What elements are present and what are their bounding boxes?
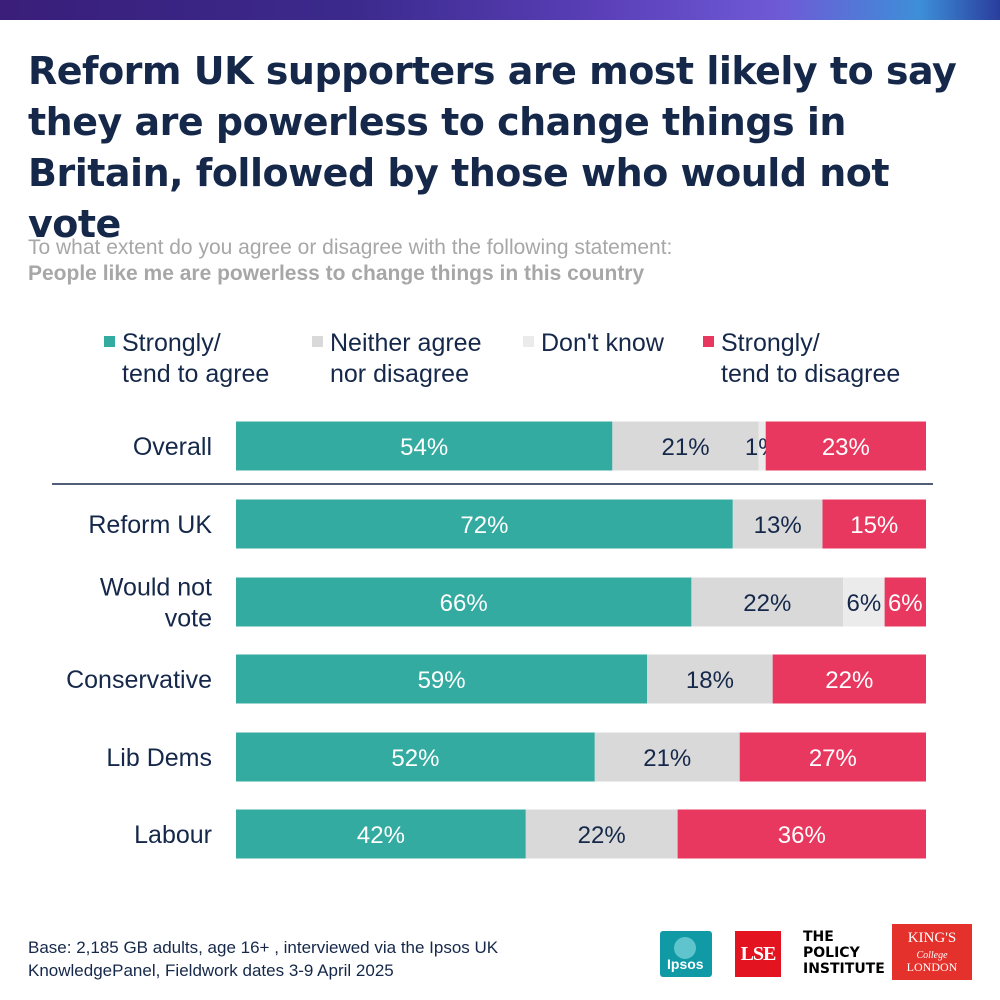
legend-swatch-disagree [703,336,714,347]
legend-label-disagree-line2: tend to disagree [721,360,901,388]
kings-logo-line1: KING'S [907,930,957,946]
base-note: Base: 2,185 GB adults, age 16+ , intervi… [28,936,668,982]
category-label-reform-uk: Reform UK [88,511,212,539]
policy-logo-line3: INSTITUTE [803,961,885,977]
bar-labour-neither-agree-nor-disagree [525,809,678,859]
legend-label-agree-line2: tend to agree [122,360,270,388]
bar-reform-uk-strongly-tend-to-agree [236,499,733,549]
data-label-reform-uk-strongly-tend-to-disagree: 15% [850,512,898,539]
bar-overall-strongly-tend-to-disagree [765,421,926,471]
category-label-labour: Labour [134,821,212,849]
kings-logo-line2: College [916,950,948,961]
data-label-conservative-strongly-tend-to-disagree: 22% [825,667,873,694]
bar-overall-neither-agree-nor-disagree [612,421,759,471]
data-label-labour-neither-agree-nor-disagree: 22% [578,822,626,849]
bar-would-not-vote-neither-agree-nor-disagree [691,577,844,627]
bar-reform-uk-strongly-tend-to-disagree [822,499,926,549]
ipsos-logo: Ipsos [660,931,712,977]
lse-logo: LSE [735,931,781,977]
legend-swatch-agree [104,336,115,347]
base-note-line2: KnowledgePanel, Fieldwork dates 3-9 Apri… [28,961,394,980]
data-label-would-not-vote-neither-agree-nor-disagree: 22% [743,590,791,617]
data-label-conservative-strongly-tend-to-agree: 59% [418,667,466,694]
bar-overall-don-t-know [758,421,766,471]
bar-overall-strongly-tend-to-agree [236,421,613,471]
bar-conservative-strongly-tend-to-disagree [772,654,926,704]
survey-statement: People like me are powerless to change t… [28,262,645,285]
legend-label-neither: Neither agree nor disagree [330,328,481,390]
data-label-lib-dems-neither-agree-nor-disagree: 21% [643,745,691,772]
kings-logo-line3: LONDON [906,960,958,974]
legend-label-neither-line2: nor disagree [330,360,469,388]
legend-label-dont-know-line1: Don't know [541,329,664,357]
bar-lib-dems-strongly-tend-to-agree [236,732,595,782]
chart-title: Reform UK supporters are most likely to … [28,49,957,246]
policy-institute-logo: THE POLICY INSTITUTE [803,929,885,977]
data-label-overall-neither-agree-nor-disagree: 21% [662,434,710,461]
ipsos-logo-mark-icon [674,937,696,959]
category-label-would-not-vote-line1: Would not [100,574,212,602]
bar-lib-dems-neither-agree-nor-disagree [594,732,740,782]
data-label-would-not-vote-don-t-know: 6% [847,590,882,617]
bar-would-not-vote-strongly-tend-to-disagree [884,577,926,627]
bar-lib-dems-strongly-tend-to-disagree [739,732,926,782]
policy-logo-line1: THE [803,929,834,945]
data-label-overall-strongly-tend-to-agree: 54% [400,434,448,461]
ipsos-logo-text: Ipsos [667,956,704,972]
legend-label-dont-know: Don't know [541,328,664,359]
data-label-lib-dems-strongly-tend-to-agree: 52% [391,745,439,772]
base-note-line1: Base: 2,185 GB adults, age 16+ , intervi… [28,938,499,957]
bar-reform-uk-neither-agree-nor-disagree [732,499,823,549]
kings-college-logo: KING'S College LONDON [892,924,972,980]
category-label-lib-dems: Lib Dems [106,744,212,772]
bar-would-not-vote-strongly-tend-to-agree [236,577,692,627]
legend-swatch-dont-know [523,336,534,347]
legend-label-neither-line1: Neither agree [330,329,482,357]
category-label-overall: Overall [133,433,212,461]
bar-labour-strongly-tend-to-agree [236,809,526,859]
bar-conservative-strongly-tend-to-agree [236,654,648,704]
category-label-conservative: Conservative [66,666,212,694]
bar-conservative-neither-agree-nor-disagree [647,654,773,704]
data-label-conservative-neither-agree-nor-disagree: 18% [686,667,734,694]
data-label-would-not-vote-strongly-tend-to-disagree: 6% [888,590,923,617]
data-label-reform-uk-neither-agree-nor-disagree: 13% [754,512,802,539]
data-label-would-not-vote-strongly-tend-to-agree: 66% [440,590,488,617]
header-gradient-band [0,0,1000,20]
bar-labour-strongly-tend-to-disagree [677,809,926,859]
data-label-labour-strongly-tend-to-agree: 42% [357,822,405,849]
survey-question: To what extent do you agree or disagree … [28,236,673,259]
legend-swatch-neither [312,336,323,347]
category-label-would-not-vote-line2: vote [165,605,212,633]
policy-logo-line2: POLICY [803,945,860,961]
legend-label-agree-line1: Strongly/ [122,329,221,357]
legend-label-disagree-line1: Strongly/ [721,329,820,357]
data-label-reform-uk-strongly-tend-to-agree: 72% [460,512,508,539]
legend-label-agree: Strongly/ tend to agree [122,328,269,390]
data-label-labour-strongly-tend-to-disagree: 36% [778,822,826,849]
data-label-lib-dems-strongly-tend-to-disagree: 27% [809,745,857,772]
data-label-overall-strongly-tend-to-disagree: 23% [822,434,870,461]
bar-would-not-vote-don-t-know [843,577,885,627]
legend-label-disagree: Strongly/ tend to disagree [721,328,900,390]
